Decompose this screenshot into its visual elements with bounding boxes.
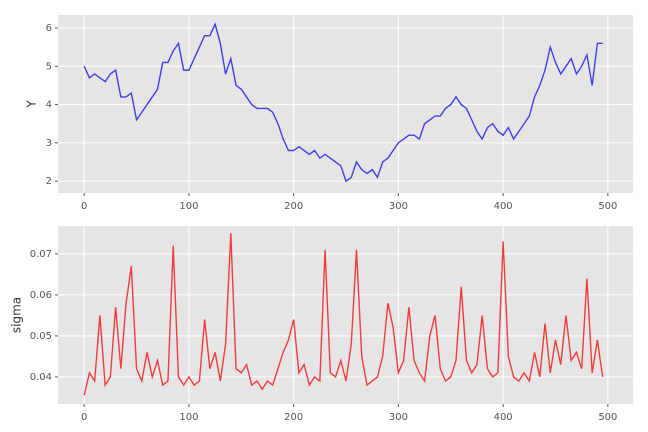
y-axis-label: sigma: [10, 297, 24, 333]
x-tick-label: 200: [284, 201, 303, 212]
data-line: [83, 22, 603, 183]
x-tick-label: 100: [179, 201, 198, 212]
x-tick-label: 0: [81, 412, 87, 423]
y-axis-label: Y: [25, 100, 39, 109]
y-tick-label: 0.05: [30, 331, 52, 342]
x-tick-label: 500: [598, 412, 617, 423]
x-tick-label: 400: [494, 412, 513, 423]
y-tick-label: 0.07: [30, 249, 52, 260]
x-tick-label: 200: [284, 412, 303, 423]
y-tick-label: 0.06: [30, 290, 52, 301]
x-tick-label: 100: [179, 412, 198, 423]
y-tick-label: 0.04: [30, 372, 52, 383]
x-tick-label: 500: [598, 201, 617, 212]
plot-area: [58, 226, 633, 404]
y-tick-label: 2: [46, 176, 52, 187]
y-tick-label: 6: [46, 23, 52, 34]
y-tick-label: 5: [46, 61, 52, 72]
plot-area: [58, 15, 633, 193]
x-tick-label: 0: [81, 201, 87, 212]
x-tick-label: 300: [389, 412, 408, 423]
y-tick-label: 4: [46, 100, 52, 111]
x-tick-label: 400: [494, 201, 513, 212]
y-tick-label: 3: [46, 138, 52, 149]
x-tick-label: 300: [389, 201, 408, 212]
data-line: [83, 233, 604, 396]
